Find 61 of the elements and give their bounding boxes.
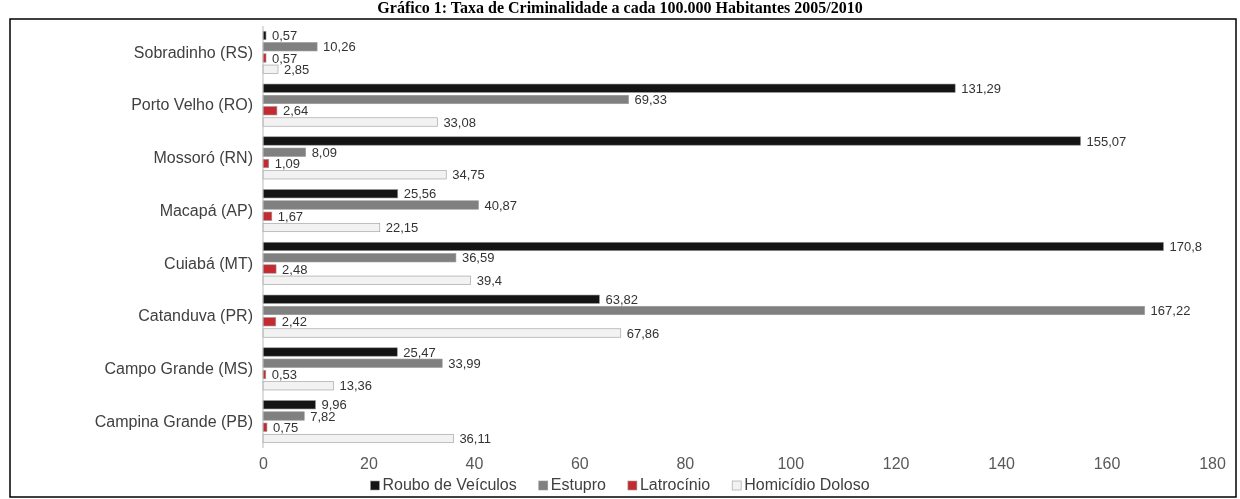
data-label: 67,86 — [626, 325, 660, 341]
data-label: 39,4 — [476, 272, 503, 288]
data-label: 69,33 — [634, 92, 668, 108]
data-label: 36,11 — [459, 431, 491, 447]
data-label: 170,8 — [1169, 239, 1203, 255]
x-tick-label: 80 — [676, 455, 695, 473]
data-label: 1,09 — [274, 156, 301, 172]
bar — [262, 83, 956, 93]
data-label: 0,57 — [272, 28, 298, 44]
data-label: 131,29 — [961, 80, 1001, 96]
y-tick-label: Porto Velho (RO) — [131, 96, 253, 114]
x-tick-label: 20 — [360, 455, 378, 473]
chart-title: Gráfico 1: Taxa de Criminalidade a cada 100.000 Habitantes 2005/2010 — [377, 0, 863, 16]
y-tick-label: Macapá (AP) — [159, 201, 253, 219]
bar — [262, 94, 629, 105]
bar — [262, 305, 1145, 316]
legend-label: Roubo de Veículos — [382, 476, 517, 493]
data-label: 36,59 — [461, 250, 495, 266]
x-tick-label: 120 — [882, 455, 910, 473]
bar — [262, 222, 381, 233]
y-tick-label: Cuiabá (MT) — [164, 254, 253, 272]
data-label: 155,07 — [1086, 133, 1127, 149]
x-tick-label: 40 — [465, 455, 484, 473]
bar — [262, 381, 334, 391]
x-tick-label: 160 — [1093, 455, 1121, 473]
x-tick-label: 100 — [777, 455, 805, 473]
data-label: 63,82 — [605, 291, 639, 307]
data-label: 2,48 — [282, 261, 308, 277]
x-tick-label: 0 — [259, 455, 269, 473]
data-label: 2,64 — [282, 103, 309, 119]
data-label: 13,36 — [339, 378, 372, 394]
bar — [262, 170, 447, 180]
data-label: 25,56 — [403, 186, 437, 202]
legend-label: Latrocínio — [639, 476, 711, 493]
data-label: 25,47 — [403, 344, 436, 360]
x-tick-label: 180 — [1199, 455, 1226, 473]
x-tick-label: 60 — [570, 455, 589, 473]
y-tick-label: Sobradinho (RS) — [133, 43, 253, 61]
bar — [262, 433, 454, 444]
bar — [262, 241, 1164, 252]
data-label: 40,87 — [484, 197, 518, 213]
y-tick-label: Campo Grande (MS) — [104, 359, 253, 377]
data-label: 167,22 — [1150, 303, 1191, 319]
x-tick-label: 140 — [988, 455, 1016, 473]
data-label: 2,42 — [281, 314, 308, 330]
data-label: 34,75 — [452, 167, 485, 183]
data-label: 8,09 — [311, 144, 337, 160]
data-label: 33,08 — [443, 114, 476, 130]
y-tick-label: Mossoró (RN) — [153, 148, 253, 166]
legend-label: Homicídio Doloso — [744, 476, 870, 493]
bar — [262, 294, 600, 304]
data-label: 0,75 — [272, 419, 299, 435]
legend-label: Estupro — [550, 476, 607, 493]
data-label: 0,57 — [272, 50, 298, 66]
data-label: 1,67 — [277, 208, 304, 224]
y-tick-label: Campina Grande (PB) — [94, 412, 253, 430]
y-tick-label: Catanduva (PR) — [138, 307, 253, 325]
data-label: 22,15 — [385, 220, 419, 236]
data-label: 0,53 — [271, 367, 298, 383]
data-label: 10,26 — [323, 39, 356, 55]
data-label: 33,99 — [448, 355, 481, 371]
